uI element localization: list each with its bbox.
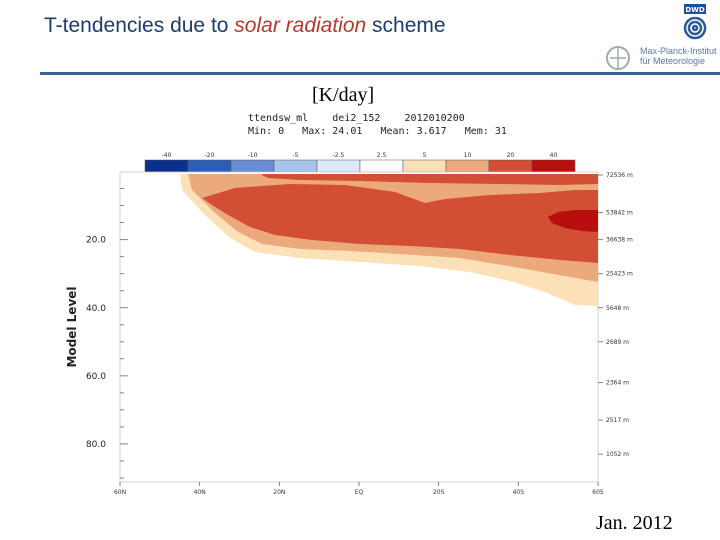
date-label: Jan. 2012 [596, 512, 673, 534]
colorbar-level-label: -40 [162, 152, 172, 159]
colorbar-swatch [187, 159, 232, 173]
colorbar-level-label: -5 [293, 152, 299, 159]
swirl-icon [683, 16, 707, 40]
institute-line2: für Meteorologie [640, 56, 706, 66]
x-tick-label: 40S [513, 489, 525, 496]
right-axis-label: 53842 m [606, 209, 633, 216]
title-prefix: T-tendencies due to [44, 14, 235, 37]
y-tick-label: 20.0 [86, 236, 106, 246]
plot-info: ttendsw_ml dei2_152 2012010200 Min: 0 Max… [248, 112, 507, 138]
y-tick-label: 60.0 [86, 372, 106, 382]
colorbar-level-label: 10 [464, 152, 472, 159]
dwd-badge-text: DWD [685, 6, 705, 14]
y-axis: 20.0 40.0 60.0 80.0 [86, 188, 128, 479]
plot-info-line2: Min: 0 Max: 24.01 Mean: 3.617 Mem: 31 [248, 126, 507, 137]
colorbar-swatch [445, 159, 490, 173]
institute-logo: DWD [606, 4, 707, 70]
right-axis-label: 5648 m [606, 305, 629, 312]
colorbar-swatch [316, 159, 361, 173]
colorbar-swatch [359, 159, 404, 173]
colorbar-level-label: -10 [248, 152, 258, 159]
colorbar-level-label: 40 [550, 152, 558, 159]
y-axis-title: Model Level [65, 286, 79, 367]
x-tick-label: 60N [114, 489, 126, 496]
x-tick-label: 20N [273, 489, 285, 496]
colorbar-level-label: 2.5 [377, 152, 387, 159]
colorbar-swatch [144, 159, 189, 173]
slide-title: T-tendencies due to solar radiation sche… [44, 14, 446, 38]
plot-area: 20.0 40.0 60.0 80.0 72536 m 53842 m 36638 m 25… [65, 171, 633, 496]
colorbar-level-label: -2.5 [333, 152, 345, 159]
institute-line1: Max-Planck-Institut [640, 46, 717, 56]
contour-red-top-band [260, 174, 598, 185]
colorbar-swatch [230, 159, 275, 173]
colorbar-swatch [531, 159, 576, 173]
x-axis: 60N 40N 20N EQ 20S 40S 60S [114, 482, 604, 496]
right-axis-label: 2689 m [606, 339, 629, 346]
colorbar-swatch [402, 159, 447, 173]
right-axis-label: 25423 m [606, 271, 633, 278]
right-axis-label: 36638 m [606, 237, 633, 244]
colorbar-level-label: -20 [205, 152, 215, 159]
colorbar-level-label: 5 [423, 152, 427, 159]
unit-label: [K/day] [312, 84, 375, 106]
y-tick-label: 80.0 [86, 440, 106, 450]
right-axis-label: 2364 m [606, 380, 629, 387]
institute-name: Max-Planck-Institut für Meteorologie [640, 46, 717, 66]
contour-red-band [202, 184, 598, 263]
right-axis-label: 72536 m [606, 172, 633, 179]
x-tick-label: 20S [433, 489, 445, 496]
right-axis-label: 2517 m [606, 417, 629, 424]
contour-max-core [548, 210, 598, 232]
plot-info-line1: ttendsw_ml dei2_152 2012010200 [248, 113, 465, 124]
y-tick-label: 40.0 [86, 304, 106, 314]
right-axis: 72536 m 53842 m 36638 m 25423 m 5648 m 2689 m… [598, 172, 633, 458]
x-tick-label: 60S [592, 489, 604, 496]
globe-icon [606, 46, 630, 70]
colorbar-swatch [488, 159, 533, 173]
dwd-badge [684, 4, 706, 14]
colorbar-swatch [273, 159, 318, 173]
x-tick-label: 40N [194, 489, 206, 496]
x-tick-label: EQ [355, 489, 364, 496]
title-emphasis: solar radiation [234, 14, 367, 37]
title-rule [40, 72, 720, 75]
title-suffix: scheme [366, 14, 446, 37]
colorbar: -40 -20 -10 -5 -2.5 2.5 5 10 20 40 [144, 152, 576, 173]
right-axis-label: 1052 m [606, 451, 629, 458]
colorbar-level-label: 20 [507, 152, 515, 159]
